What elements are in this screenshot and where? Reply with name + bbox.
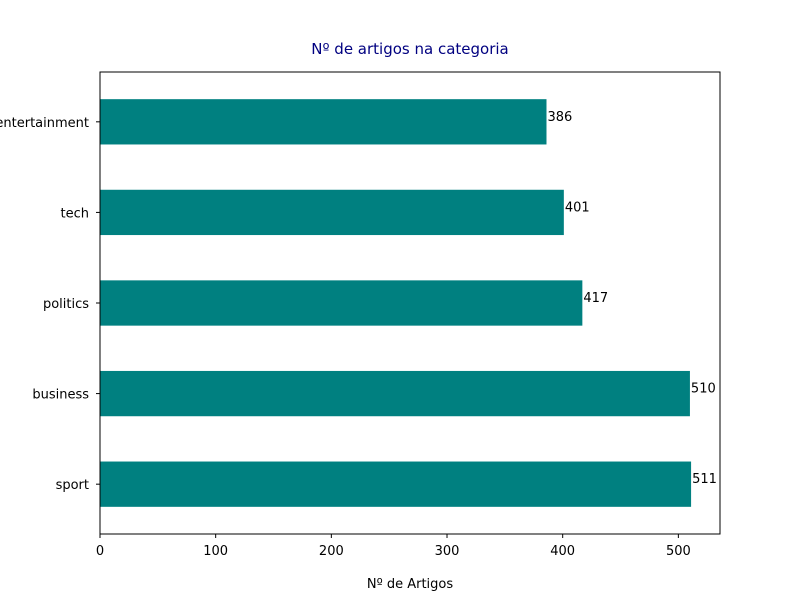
y-tick-label-entertainment: entertainment [0, 116, 89, 131]
y-tick-label-business: business [32, 388, 89, 403]
x-axis-label: Nº de Artigos [367, 577, 454, 592]
x-tick-label-0: 0 [96, 544, 104, 559]
bar-entertainment [100, 99, 547, 145]
x-tick-label-500: 500 [666, 544, 691, 559]
x-tick-label-100: 100 [203, 544, 228, 559]
x-tick-label-200: 200 [319, 544, 344, 559]
plot-frame [99, 71, 721, 535]
data-label-tech: 401 [565, 200, 590, 215]
data-label-sport: 511 [692, 472, 717, 487]
data-label-politics: 417 [583, 291, 608, 306]
ticks-layer: sport business politics tech entertainment 0 1… [0, 116, 691, 559]
bar-tech [100, 189, 564, 236]
data-label-entertainment: 386 [547, 110, 572, 125]
x-tick-label-300: 300 [435, 544, 460, 559]
y-tick-label-politics: politics [43, 297, 89, 312]
bars-layer: 511 510 417 401 386 [100, 99, 717, 507]
bar-politics [100, 280, 583, 326]
chart-title: Nº de artigos na categoria [311, 40, 509, 58]
bar-sport [100, 461, 692, 507]
y-tick-label-tech: tech [61, 206, 89, 221]
y-tick-label-sport: sport [56, 478, 89, 493]
x-tick-label-400: 400 [550, 544, 575, 559]
data-label-business: 510 [691, 382, 716, 397]
bar-business [100, 370, 690, 417]
